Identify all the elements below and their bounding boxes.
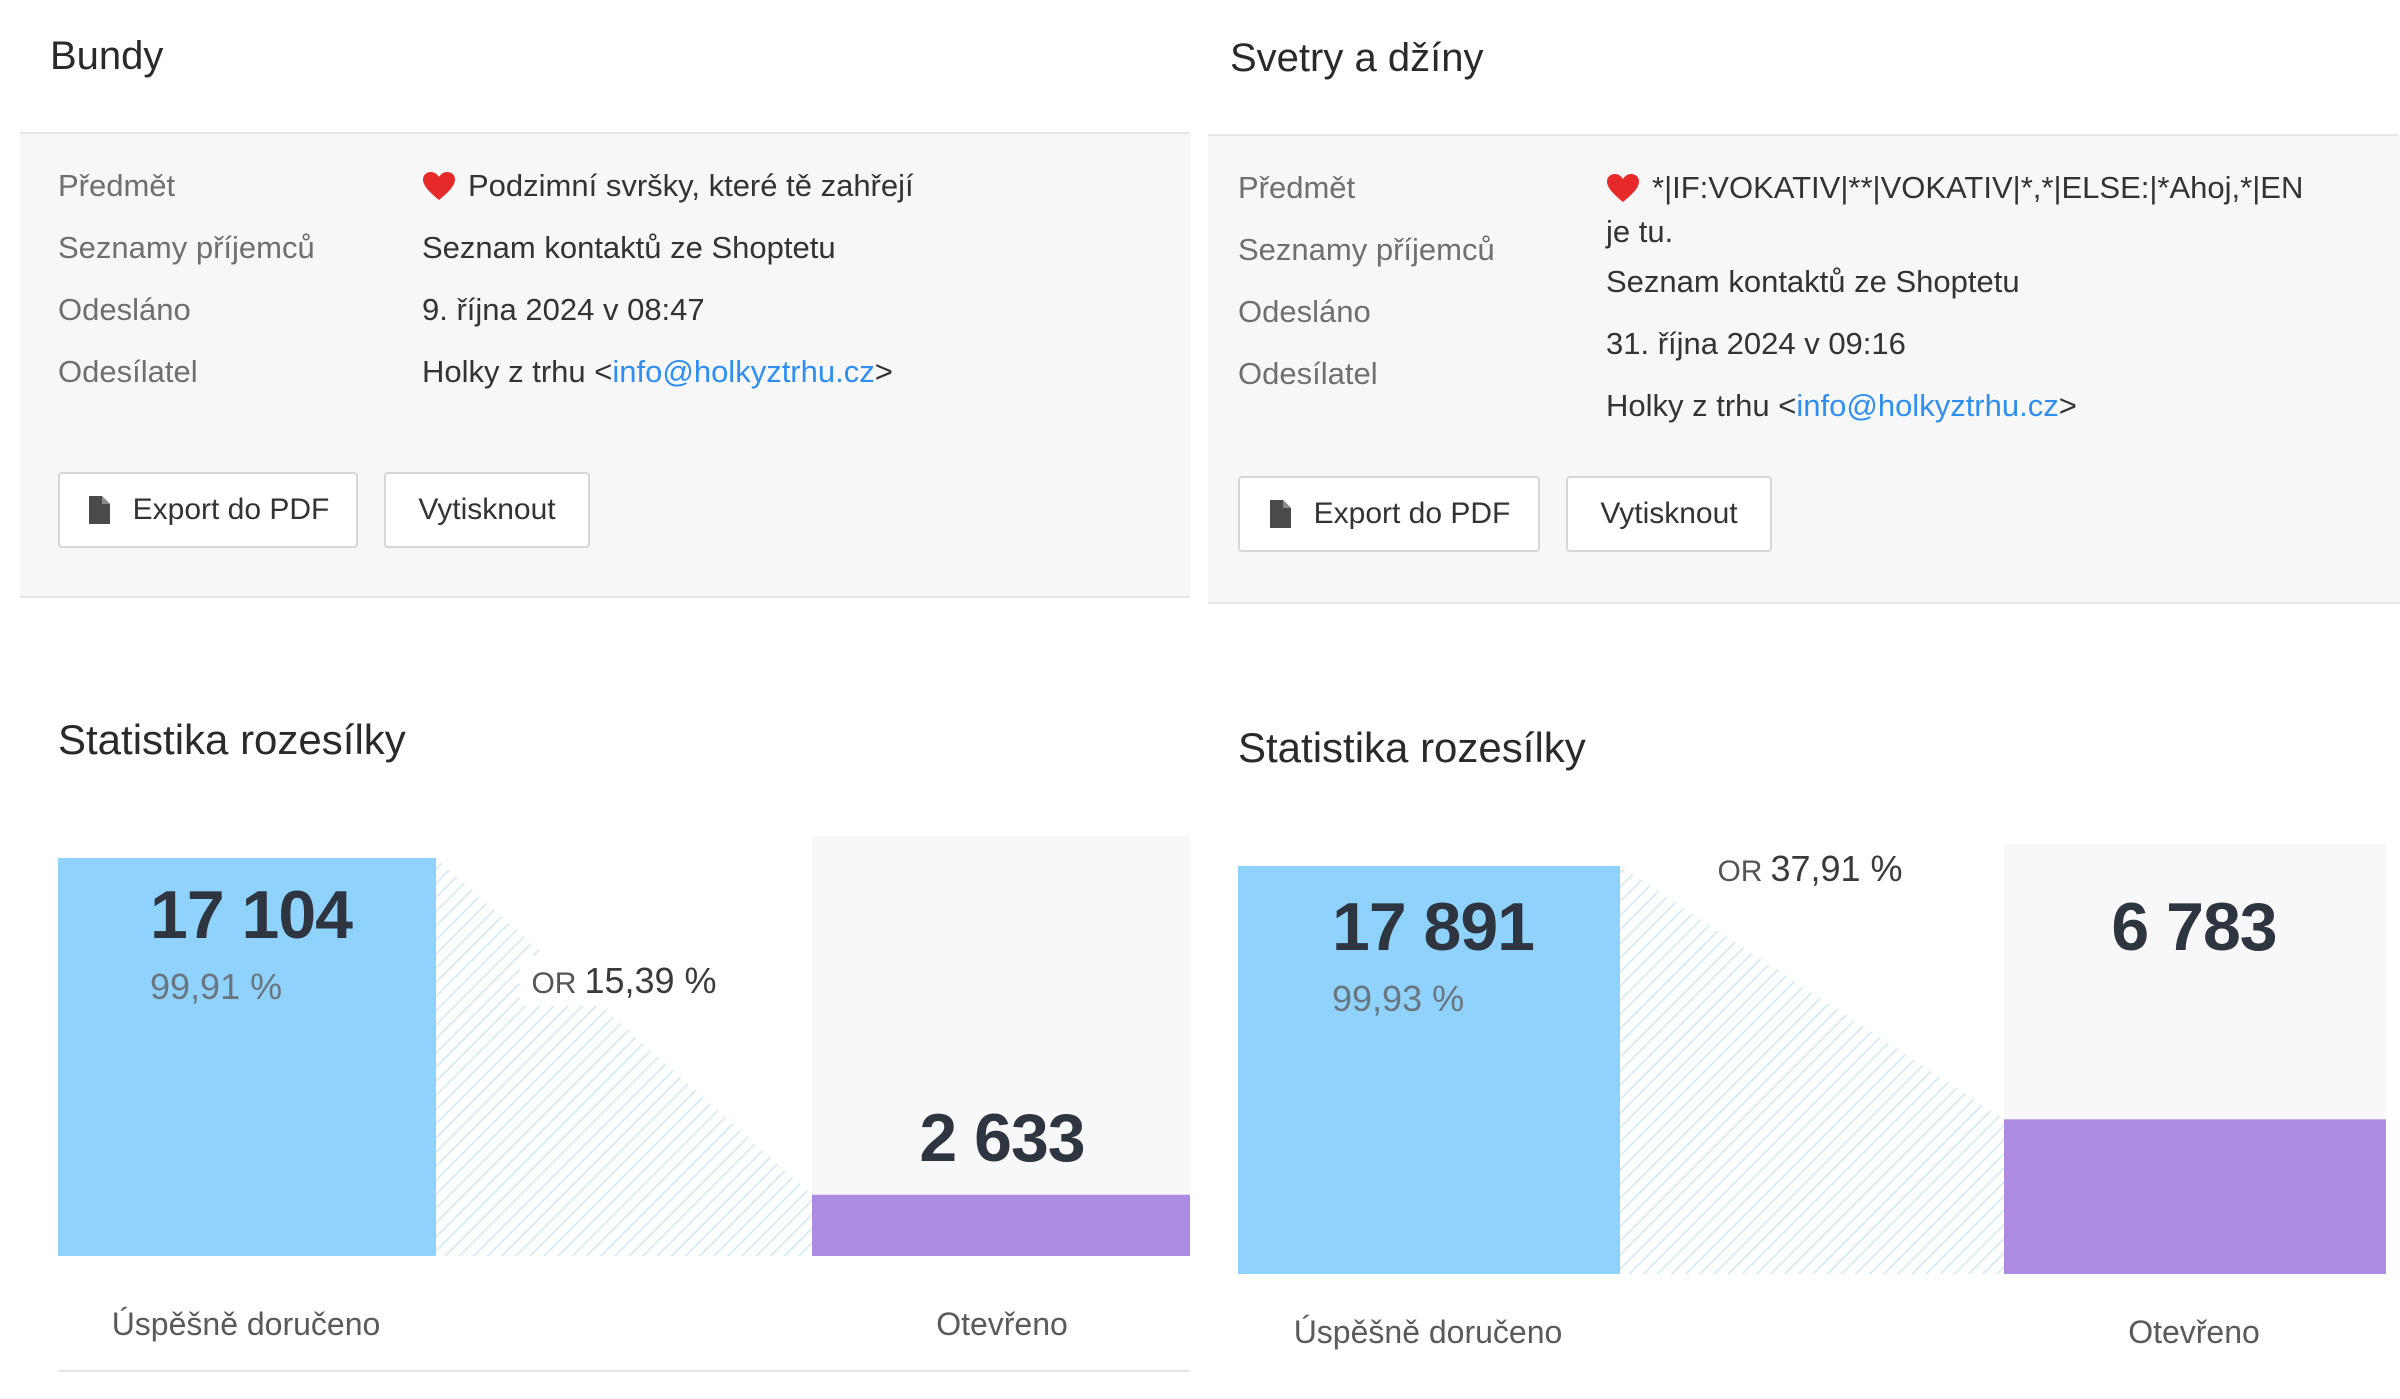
recipients-value: Seznam kontaktů ze Shoptetu xyxy=(422,230,836,265)
sender-suffix: > xyxy=(2058,388,2077,423)
open-rate-prefix: OR xyxy=(1717,855,1763,888)
print-button[interactable]: Vytisknout xyxy=(384,472,590,548)
campaign-panel-left: Bundy Předmět Seznamy příjemců Odesláno … xyxy=(0,0,1190,1399)
delivered-axis-label: Úspěšně doručeno xyxy=(111,1306,381,1342)
delivered-bar xyxy=(58,858,436,1256)
chart-baseline xyxy=(58,1370,1190,1372)
subject-continued: je tu. xyxy=(1606,214,1674,249)
campaign-meta: Předmět Seznamy příjemců Odesláno Odesíl… xyxy=(1208,136,2400,604)
opened-axis-label: Otevřeno xyxy=(936,1306,1068,1342)
recipients-label: Seznamy příjemců xyxy=(1238,232,1495,267)
opened-value: 2 633 xyxy=(919,1099,1085,1176)
campaign-panel-right: Svetry a džíny Předmět Seznamy příjemců … xyxy=(1190,0,2400,1399)
export-pdf-label: Export do PDF xyxy=(1313,497,1511,530)
campaign-meta: Předmět Seznamy příjemců Odesláno Odesíl… xyxy=(20,134,1190,598)
recipients-value: Seznam kontaktů ze Shoptetu xyxy=(1606,264,2020,299)
delivery-chart-svg xyxy=(1238,844,2386,1274)
opened-axis-label: Otevřeno xyxy=(2128,1314,2260,1350)
sender-label: Odesílatel xyxy=(58,354,198,389)
recipients-label: Seznamy příjemců xyxy=(58,230,315,265)
subject-value: *|IF:VOKATIV|**|VOKATIV|*,*|ELSE:|*Ahoj,… xyxy=(1606,170,2400,206)
subject-label: Předmět xyxy=(58,168,176,203)
delivery-chart: 17 104 99,91 % OR 15,39 % 2 633 Úspěšně d… xyxy=(58,836,1190,1376)
sent-value: 31. října 2024 v 09:16 xyxy=(1606,326,1906,361)
open-rate-label: OR 37,91 % xyxy=(1705,844,1915,894)
subject-value: Podzimní svršky, které tě zahřejí xyxy=(422,168,914,204)
delivery-chart: 17 891 99,93 % OR 37,91 % 6 783 Úspěšně d… xyxy=(1238,844,2390,1384)
export-pdf-button[interactable]: Export do PDF xyxy=(58,472,358,548)
sender-value: Holky z trhu <info@holkyztrhu.cz> xyxy=(422,354,893,390)
campaign-title: Svetry a džíny xyxy=(1230,36,1484,80)
sender-value: Holky z trhu <info@holkyztrhu.cz> xyxy=(1606,388,2077,424)
delivered-value: 17 104 xyxy=(150,877,353,953)
heart-icon xyxy=(1607,174,1639,202)
delivered-bar xyxy=(1238,866,1620,1274)
export-pdf-label: Export do PDF xyxy=(132,493,330,526)
open-rate-prefix: OR xyxy=(531,967,577,1000)
document-icon xyxy=(1269,500,1291,528)
delivered-percent: 99,93 % xyxy=(1332,978,1465,1019)
opened-value: 6 783 xyxy=(2111,889,2277,965)
funnel-connector xyxy=(1620,866,2004,1274)
sender-email-link[interactable]: info@holkyztrhu.cz xyxy=(612,354,875,389)
campaign-title: Bundy xyxy=(50,34,164,78)
open-rate-label: OR 15,39 % xyxy=(519,956,729,1006)
sender-name: Holky z trhu < xyxy=(422,354,613,389)
delivery-chart-svg xyxy=(58,836,1190,1256)
open-rate-value: 15,39 % xyxy=(584,960,717,1001)
stats-title: Statistika rozesílky xyxy=(58,716,406,763)
export-pdf-button[interactable]: Export do PDF xyxy=(1238,476,1540,552)
opened-column-background xyxy=(812,836,1190,1256)
open-rate-value: 37,91 % xyxy=(1770,848,1903,889)
delivered-percent: 99,91 % xyxy=(150,966,283,1007)
delivered-value: 17 891 xyxy=(1332,889,1535,965)
sender-label: Odesílatel xyxy=(1238,356,1378,391)
header-divider xyxy=(1208,134,2398,136)
subject-label: Předmět xyxy=(1238,170,1356,205)
print-button[interactable]: Vytisknout xyxy=(1566,476,1772,552)
subject-text: Podzimní svršky, které tě zahřejí xyxy=(468,168,914,203)
opened-bar xyxy=(812,1194,1190,1256)
heart-icon xyxy=(423,172,455,200)
delivered-axis-label: Úspěšně doručeno xyxy=(1293,1314,1563,1350)
sent-value: 9. října 2024 v 08:47 xyxy=(422,292,705,327)
stats-title: Statistika rozesílky xyxy=(1238,724,1586,771)
header-divider xyxy=(20,132,1190,134)
subject-text: *|IF:VOKATIV|**|VOKATIV|*,*|ELSE:|*Ahoj,… xyxy=(1652,170,2304,205)
funnel-connector xyxy=(436,858,812,1256)
sender-suffix: > xyxy=(874,354,893,389)
sent-label: Odesláno xyxy=(58,292,191,327)
sender-name: Holky z trhu < xyxy=(1606,388,1797,423)
document-icon xyxy=(88,496,110,524)
opened-bar xyxy=(2004,1119,2386,1274)
sent-label: Odesláno xyxy=(1238,294,1371,329)
sender-email-link[interactable]: info@holkyztrhu.cz xyxy=(1796,388,2059,423)
